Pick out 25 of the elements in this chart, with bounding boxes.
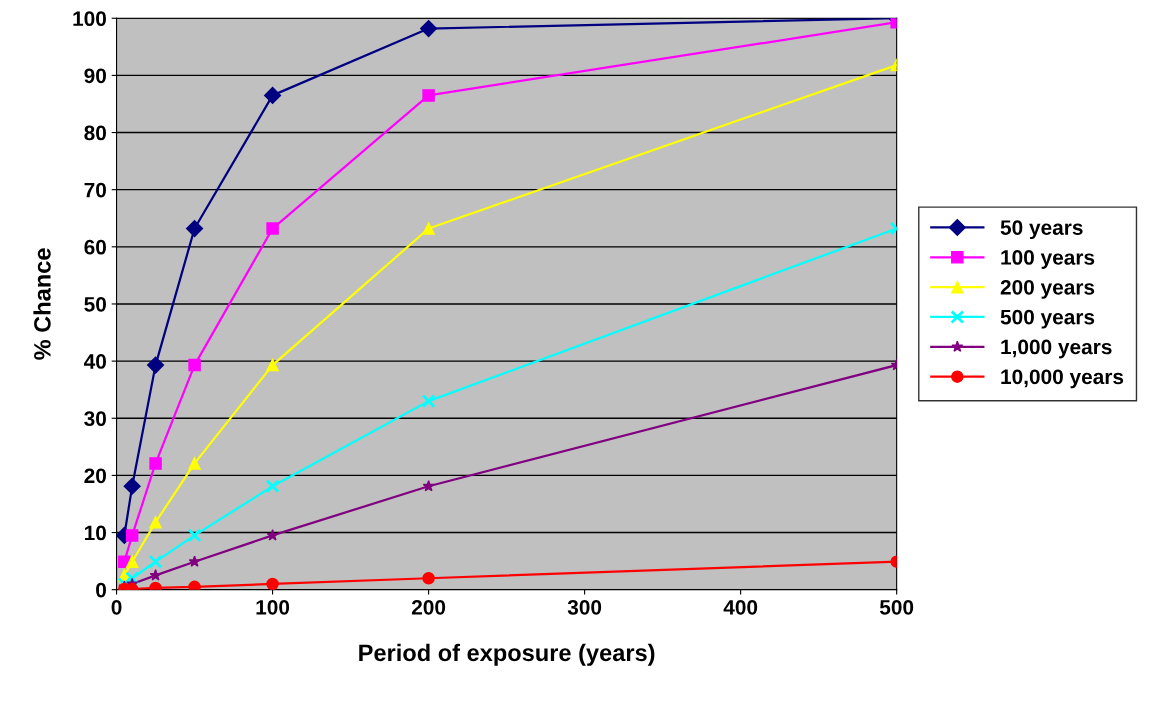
x-tick-label: 100	[256, 599, 290, 615]
x-axis-title: Period of exposure (years)	[359, 643, 655, 666]
legend-label: 100 years	[1001, 250, 1095, 269]
x-tick-label: 200	[411, 599, 446, 615]
y-tick-label: 0	[96, 582, 106, 598]
x-tick-label: 500	[879, 599, 914, 615]
y-tick-label: 90	[84, 68, 106, 84]
y-tick-label: 10	[84, 525, 106, 541]
legend-label: 1,000 years	[1001, 339, 1112, 359]
x-tick-label: 300	[567, 599, 602, 615]
y-tick-label: 50	[84, 296, 106, 312]
y-tick-label: 100	[73, 11, 106, 27]
y-tick-label: 60	[84, 239, 106, 255]
y-tick-label: 70	[84, 182, 106, 198]
y-tick-label: 20	[84, 468, 106, 484]
y-tick-label: 40	[83, 354, 106, 369]
y-tick-label: 80	[84, 125, 106, 141]
legend-label: 10,000 years	[1001, 369, 1124, 389]
legend-label: 50 years	[1000, 220, 1083, 240]
y-tick-label: 30	[84, 411, 106, 427]
x-tick-label: 400	[723, 599, 758, 615]
legend-label: 500 years	[1000, 309, 1095, 329]
x-tick-label: 0	[111, 599, 122, 615]
y-axis-title: % Chance	[33, 248, 51, 360]
legend-label: 200 years	[1000, 279, 1095, 299]
